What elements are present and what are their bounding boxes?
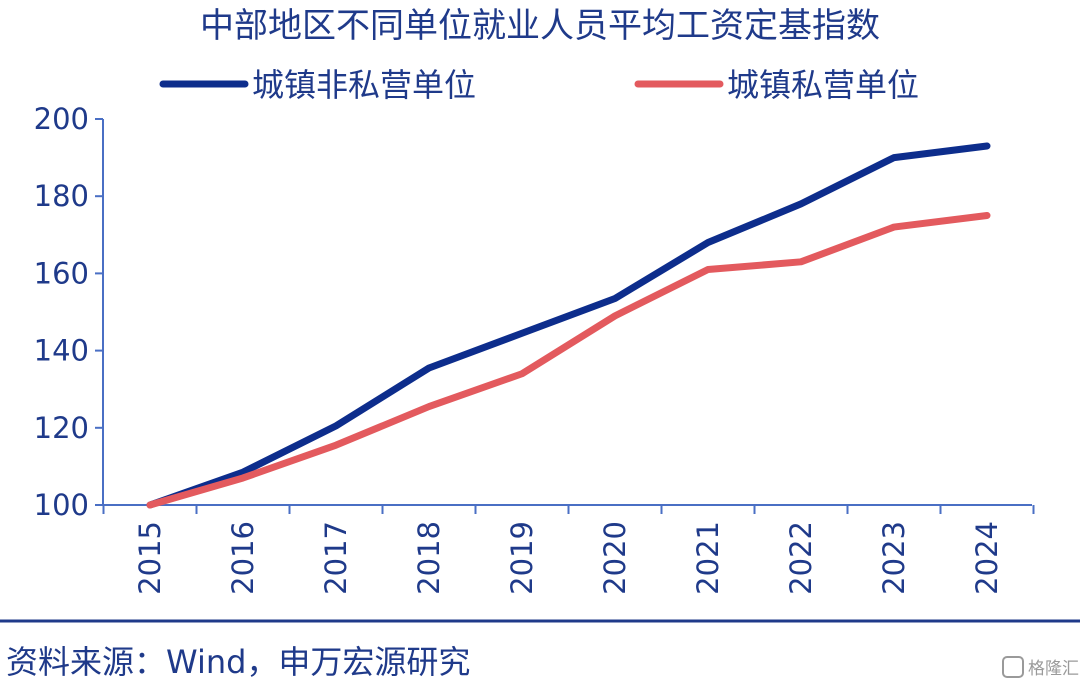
x-tick-label: 2023	[877, 521, 911, 595]
legend-item-1: 城镇非私营单位	[159, 66, 476, 104]
y-tick-label: 200	[34, 102, 89, 136]
legend-item-2: 城镇私营单位	[634, 66, 919, 104]
y-tick-label: 140	[34, 334, 89, 368]
y-tick-label: 100	[34, 488, 89, 522]
watermark-logo-icon	[1002, 656, 1024, 678]
x-tick-label: 2020	[598, 521, 632, 595]
y-tick-label: 160	[34, 256, 89, 290]
x-tick-label: 2017	[319, 521, 353, 595]
x-tick-label: 2018	[412, 521, 446, 595]
x-tick-label: 2024	[970, 521, 1004, 595]
y-tick-label: 120	[34, 411, 89, 445]
y-tick-label: 180	[34, 179, 89, 213]
legend-label: 城镇非私营单位	[252, 66, 476, 104]
x-tick-label: 2021	[691, 521, 725, 595]
source-note: 资料来源：Wind，申万宏源研究	[6, 643, 470, 681]
watermark: 格隆汇	[1002, 656, 1079, 679]
x-tick-label: 2019	[505, 521, 539, 595]
series-line-1	[146, 142, 991, 509]
axes: 100 120 140 160 180 200 2015 2016 2017 2018 2019 20…	[34, 102, 1035, 595]
chart-title: 中部地区不同单位就业人员平均工资定基指数	[200, 6, 880, 46]
watermark-text: 格隆汇	[1028, 659, 1079, 679]
series-lines	[146, 142, 991, 509]
series-line-2	[146, 212, 991, 509]
legend-label: 城镇私营单位	[727, 66, 919, 104]
x-tick-label: 2016	[226, 521, 260, 595]
x-tick-label: 2015	[133, 521, 167, 595]
x-tick-label: 2022	[784, 521, 818, 595]
legend: 城镇非私营单位 城镇私营单位	[159, 66, 919, 104]
